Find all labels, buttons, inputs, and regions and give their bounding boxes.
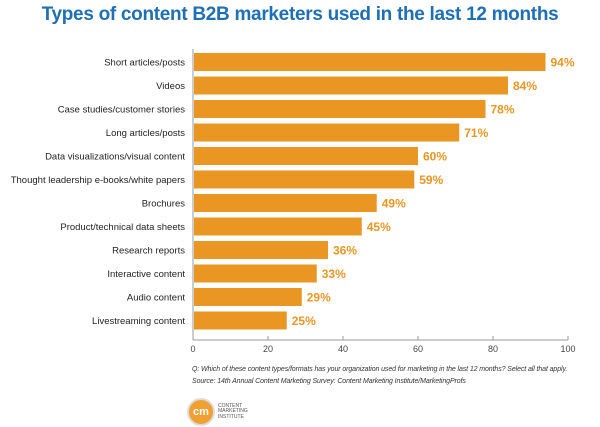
logo-mark: cm	[187, 398, 215, 426]
bar	[194, 217, 362, 236]
value-label: 49%	[382, 197, 406, 211]
value-label: 94%	[551, 56, 575, 70]
value-label: 71%	[464, 126, 488, 140]
bar	[194, 53, 546, 71]
category-label: Case studies/customer stories	[58, 105, 185, 116]
bar	[194, 123, 460, 142]
category-label: Audio content	[127, 293, 185, 304]
bar	[194, 170, 415, 189]
category-label: Product/technical data sheets	[60, 222, 185, 233]
category-label: Videos	[156, 81, 185, 92]
category-label: Thought leadership e-books/white papers	[11, 175, 186, 186]
value-label: 84%	[513, 79, 537, 93]
category-label: Research reports	[112, 246, 185, 257]
x-tick-label: 100	[560, 344, 575, 354]
x-tick-label: 0	[190, 344, 195, 354]
x-tick-label: 40	[338, 344, 348, 354]
category-label: Data visualizations/visual content	[45, 152, 185, 163]
bar	[194, 241, 328, 259]
cmi-logo: cm CONTENT MARKETING INSTITUTE	[187, 398, 258, 426]
source-note: Source: 14th Annual Content Marketing Su…	[192, 378, 466, 385]
x-tick-label: 20	[263, 344, 273, 354]
logo-text: CONTENT MARKETING INSTITUTE	[218, 402, 248, 420]
bar	[194, 147, 418, 165]
value-label: 36%	[333, 244, 357, 258]
bar	[194, 76, 508, 95]
chart-title: Types of content B2B marketers used in t…	[41, 4, 559, 25]
bar	[194, 194, 377, 212]
category-label: Long articles/posts	[106, 128, 185, 139]
value-label: 60%	[423, 150, 447, 164]
category-label: Livestreaming content	[92, 316, 185, 327]
bar	[194, 264, 317, 283]
value-label: 59%	[419, 173, 443, 187]
bar	[194, 288, 302, 306]
category-label: Short articles/posts	[104, 58, 185, 69]
value-label: 45%	[367, 220, 391, 234]
value-label: 29%	[307, 291, 331, 305]
value-label: 33%	[322, 267, 346, 281]
value-label: 78%	[491, 103, 515, 117]
category-label: Interactive content	[107, 269, 185, 280]
category-label: Brochures	[142, 199, 186, 210]
x-tick-label: 60	[413, 344, 423, 354]
bar	[194, 311, 287, 330]
question-note: Q: Which of these content types/formats …	[192, 366, 568, 373]
bar	[194, 100, 486, 118]
x-tick-label: 80	[488, 344, 498, 354]
value-label: 25%	[292, 314, 316, 328]
